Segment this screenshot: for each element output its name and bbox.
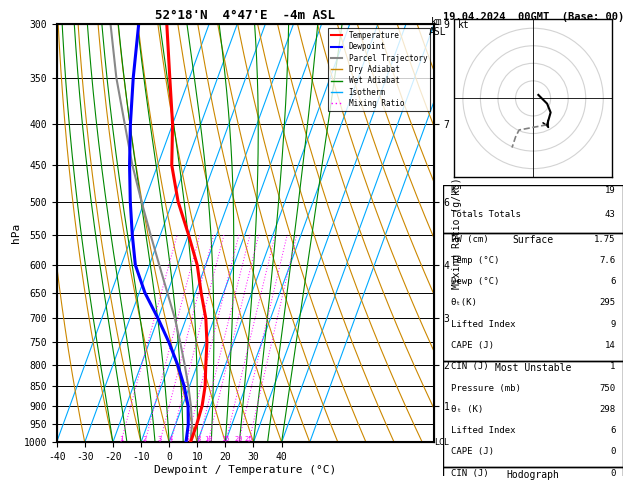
Bar — [443, 361, 623, 467]
Text: 4: 4 — [169, 436, 173, 442]
Text: CAPE (J): CAPE (J) — [450, 341, 494, 350]
Text: 750: 750 — [599, 383, 616, 393]
Bar — [443, 233, 623, 361]
Text: Totals Totals: Totals Totals — [450, 210, 520, 219]
Text: 7.6: 7.6 — [599, 256, 616, 265]
Text: 15: 15 — [221, 436, 230, 442]
Text: CAPE (J): CAPE (J) — [450, 448, 494, 456]
Text: 19.04.2024  00GMT  (Base: 00): 19.04.2024 00GMT (Base: 00) — [443, 12, 625, 22]
Text: 9: 9 — [610, 320, 616, 329]
Text: 14: 14 — [605, 341, 616, 350]
Title: 52°18'N  4°47'E  -4m ASL: 52°18'N 4°47'E -4m ASL — [155, 9, 335, 22]
Text: Surface: Surface — [513, 235, 554, 245]
Text: PW (cm): PW (cm) — [450, 235, 488, 243]
Text: Lifted Index: Lifted Index — [450, 426, 515, 435]
Text: 10: 10 — [204, 436, 213, 442]
Text: Pressure (mb): Pressure (mb) — [450, 383, 520, 393]
Bar — [443, 467, 623, 486]
Text: CIN (J): CIN (J) — [450, 469, 488, 478]
Text: 1.75: 1.75 — [594, 235, 616, 243]
Legend: Temperature, Dewpoint, Parcel Trajectory, Dry Adiabat, Wet Adiabat, Isotherm, Mi: Temperature, Dewpoint, Parcel Trajectory… — [328, 28, 430, 111]
Text: 43: 43 — [605, 210, 616, 219]
Text: K: K — [450, 186, 456, 195]
Text: Lifted Index: Lifted Index — [450, 320, 515, 329]
Text: Most Unstable: Most Unstable — [495, 363, 571, 373]
Text: 6: 6 — [610, 277, 616, 286]
Text: Hodograph: Hodograph — [506, 469, 560, 480]
Text: 1: 1 — [610, 362, 616, 371]
Text: 8: 8 — [196, 436, 201, 442]
Text: kt: kt — [458, 20, 469, 30]
Text: 2: 2 — [143, 436, 147, 442]
Bar — [443, 185, 623, 233]
Text: 0: 0 — [610, 469, 616, 478]
Y-axis label: hPa: hPa — [11, 223, 21, 243]
Text: 295: 295 — [599, 298, 616, 308]
Text: 6: 6 — [610, 426, 616, 435]
Text: 25: 25 — [245, 436, 253, 442]
Text: 298: 298 — [599, 405, 616, 414]
X-axis label: Dewpoint / Temperature (°C): Dewpoint / Temperature (°C) — [154, 465, 337, 475]
Text: θₜ(K): θₜ(K) — [450, 298, 477, 308]
Text: 20: 20 — [235, 436, 243, 442]
Text: 1: 1 — [119, 436, 123, 442]
Text: LCL: LCL — [434, 438, 449, 447]
Text: CIN (J): CIN (J) — [450, 362, 488, 371]
Text: 19: 19 — [605, 186, 616, 195]
Text: Dewp (°C): Dewp (°C) — [450, 277, 499, 286]
Y-axis label: Mixing Ratio (g/kg): Mixing Ratio (g/kg) — [452, 177, 462, 289]
Text: 3: 3 — [158, 436, 162, 442]
Text: 6: 6 — [185, 436, 189, 442]
Text: θₜ (K): θₜ (K) — [450, 405, 483, 414]
Text: km
ASL: km ASL — [428, 17, 446, 37]
Text: Temp (°C): Temp (°C) — [450, 256, 499, 265]
Text: 0: 0 — [610, 448, 616, 456]
